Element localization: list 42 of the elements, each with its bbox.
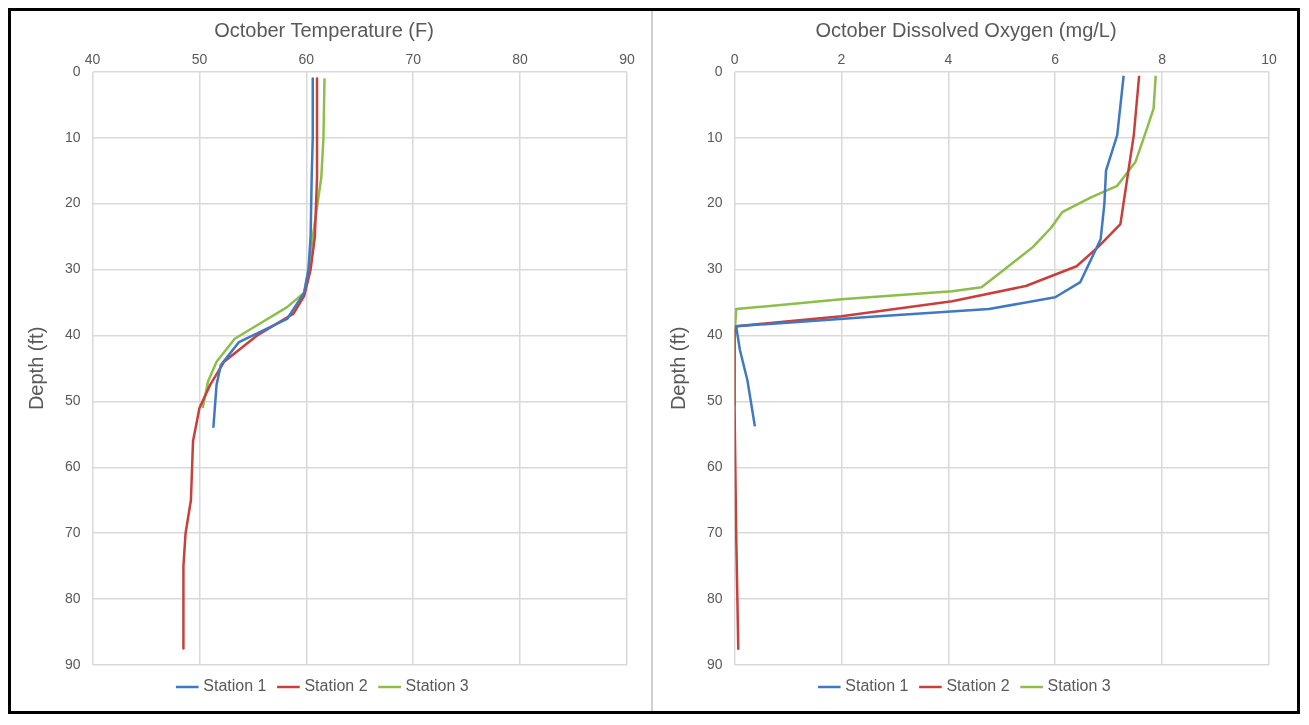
- x-tick-label: 80: [512, 51, 529, 68]
- y-tick-label: 0: [714, 62, 723, 79]
- y-tick-label: 0: [72, 62, 81, 79]
- legend-label: Station 2: [304, 677, 368, 695]
- y-tick-label: 70: [706, 524, 723, 541]
- legend-label: Station 2: [946, 677, 1010, 695]
- legend-label: Station 1: [203, 677, 267, 695]
- y-tick-label: 30: [706, 260, 723, 277]
- x-tick-label: 8: [1158, 51, 1167, 68]
- y-tick-label: 30: [64, 260, 81, 277]
- legend-label: Station 3: [405, 677, 469, 695]
- y-tick-label: 60: [706, 458, 723, 475]
- x-tick-label: 4: [944, 51, 953, 68]
- y-axis-title: Depth (ft): [666, 326, 689, 411]
- legend-label: Station 1: [845, 677, 909, 695]
- y-axis-title: Depth (ft): [24, 326, 47, 411]
- y-tick-label: 20: [706, 194, 723, 211]
- y-tick-label: 10: [706, 128, 723, 145]
- x-tick-label: 90: [619, 51, 635, 68]
- y-tick-label: 90: [706, 655, 723, 672]
- chart-title: October Dissolved Oxygen (mg/L): [815, 18, 1117, 41]
- chart-title: October Temperature (F): [214, 18, 434, 41]
- y-tick-label: 10: [64, 128, 81, 145]
- x-tick-label: 50: [191, 51, 208, 68]
- y-tick-label: 60: [64, 458, 81, 475]
- x-tick-label: 0: [730, 51, 739, 68]
- y-tick-label: 40: [64, 326, 81, 343]
- y-tick-label: 90: [64, 655, 81, 672]
- x-tick-label: 6: [1051, 51, 1060, 68]
- x-tick-label: 70: [405, 51, 422, 68]
- x-tick-label: 2: [837, 51, 846, 68]
- y-tick-label: 80: [706, 589, 723, 606]
- y-tick-label: 20: [64, 194, 81, 211]
- y-tick-label: 70: [64, 524, 81, 541]
- x-tick-label: 10: [1261, 51, 1277, 68]
- x-tick-label: 40: [84, 51, 101, 68]
- y-tick-label: 50: [706, 392, 723, 409]
- y-tick-label: 40: [706, 326, 723, 343]
- y-tick-label: 80: [64, 589, 81, 606]
- legend-label: Station 3: [1047, 677, 1111, 695]
- x-tick-label: 60: [298, 51, 315, 68]
- y-tick-label: 50: [64, 392, 81, 409]
